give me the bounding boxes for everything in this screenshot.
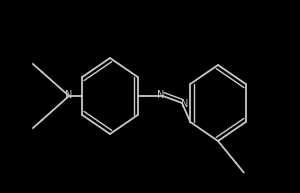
Text: N: N [157, 90, 165, 100]
Text: N: N [65, 90, 73, 100]
Text: N: N [181, 99, 189, 109]
